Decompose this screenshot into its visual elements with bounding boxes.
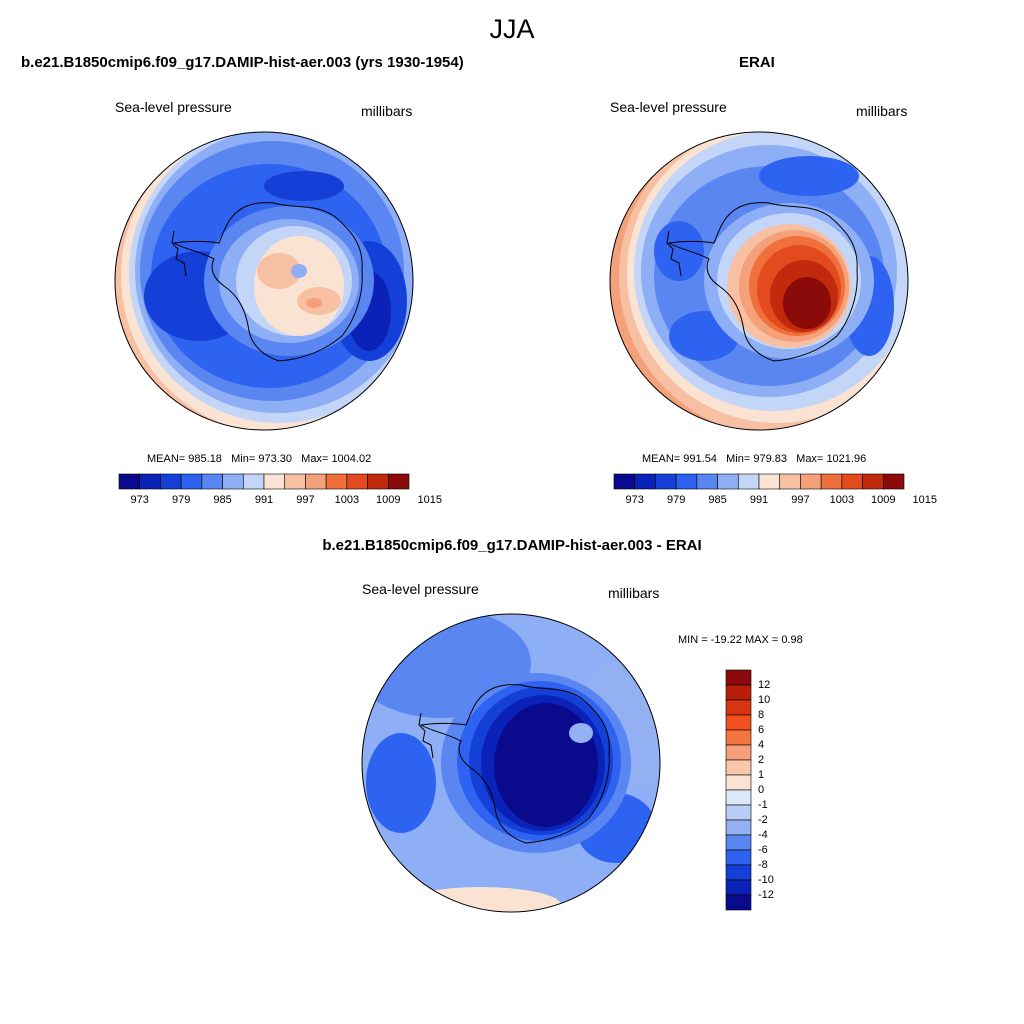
colorbar-swatch (725, 744, 752, 761)
colorbar-tick-label: 1009 (376, 494, 401, 506)
colorbar-swatch (387, 473, 410, 490)
colorbar-tick-label: 10 (758, 694, 771, 706)
colorbar-tick-label: 8 (758, 709, 765, 721)
panel3-stats: MIN = -19.22 MAX = 0.98 (678, 634, 803, 646)
panel2-units-label: millibars (856, 103, 908, 119)
colorbar-swatch (862, 473, 884, 490)
colorbar-tick-label: -2 (758, 814, 768, 826)
colorbar-tick-label: -8 (758, 859, 768, 871)
colorbar-swatch (696, 473, 718, 490)
colorbar-tick-label: 4 (758, 739, 765, 751)
panel3-coastline (419, 684, 610, 844)
panel3-units-label: millibars (608, 585, 660, 601)
colorbar-swatch (346, 473, 368, 490)
colorbar-swatch (367, 473, 389, 490)
colorbar-swatch (725, 879, 752, 896)
colorbar-swatch (222, 473, 244, 490)
colorbar-swatch (201, 473, 223, 490)
colorbar-tick-label: 973 (130, 494, 149, 506)
panel1-title: b.e21.B1850cmip6.f09_g17.DAMIP-hist-aer.… (21, 54, 464, 71)
colorbar-tick-label: 1003 (829, 494, 855, 506)
colorbar-swatch (779, 473, 801, 490)
colorbar-tick-label: 997 (296, 494, 315, 506)
colorbar-tick-label: 12 (758, 679, 771, 691)
colorbar-tick-label: 6 (758, 724, 765, 736)
panel3-title: b.e21.B1850cmip6.f09_g17.DAMIP-hist-aer.… (322, 537, 702, 554)
colorbar-tick-label: 0 (758, 784, 765, 796)
colorbar-swatch (325, 473, 348, 490)
panel1-map (114, 131, 414, 431)
colorbar-tick-label: 985 (708, 494, 727, 506)
colorbar-tick-label: 1009 (871, 494, 896, 506)
colorbar-swatch (737, 473, 760, 490)
colorbar-swatch (725, 714, 752, 731)
colorbar-tick-label: -6 (758, 844, 768, 856)
panel1-variable-label: Sea-level pressure (115, 99, 232, 115)
colorbar-swatch (725, 774, 752, 791)
colorbar-swatch (242, 473, 265, 490)
colorbar-tick-label: 985 (213, 494, 232, 506)
colorbar-swatch (675, 473, 698, 490)
colorbar-swatch (284, 473, 306, 490)
colorbar-swatch (725, 834, 752, 851)
colorbar-tick-label: 2 (758, 754, 765, 766)
colorbar-swatch (725, 819, 752, 836)
colorbar-swatch (717, 473, 739, 490)
colorbar-swatch (118, 473, 141, 490)
colorbar-swatch (655, 473, 677, 490)
colorbar-swatch (160, 473, 182, 490)
colorbar-tick-label: 979 (666, 494, 686, 506)
colorbar-swatch (725, 729, 752, 746)
colorbar-swatch (725, 894, 752, 911)
colorbar-tick-label: -1 (758, 799, 768, 811)
colorbar-swatch (725, 699, 752, 716)
colorbar-swatch (758, 473, 781, 490)
panel1-stats: MEAN= 985.18 Min= 973.30 Max= 1004.02 (147, 453, 372, 465)
colorbar-swatch (613, 473, 636, 490)
panel1-colorbar (118, 473, 410, 490)
colorbar-swatch (725, 759, 752, 776)
panel1-units-label: millibars (361, 103, 413, 119)
colorbar-swatch (725, 669, 752, 686)
colorbar-tick-label: -10 (758, 874, 774, 886)
colorbar-tick-label: 973 (625, 494, 644, 506)
colorbar-tick-label: 991 (254, 494, 274, 506)
colorbar-swatch (882, 473, 905, 490)
colorbar-swatch (725, 804, 752, 821)
panel2-colorbar (613, 473, 905, 490)
colorbar-swatch (841, 473, 863, 490)
colorbar-swatch (725, 789, 752, 806)
panel2-variable-label: Sea-level pressure (610, 99, 727, 115)
panel2-stats: MEAN= 991.54 Min= 979.83 Max= 1021.96 (642, 453, 867, 465)
colorbar-swatch (725, 684, 752, 701)
colorbar-tick-label: 1 (758, 769, 765, 781)
figure-title: JJA (489, 14, 535, 44)
panel3-variable-label: Sea-level pressure (362, 581, 479, 597)
colorbar-swatch (725, 849, 752, 866)
colorbar-swatch (800, 473, 822, 490)
colorbar-tick-label: -4 (758, 829, 768, 841)
panel2-coastline (667, 202, 858, 362)
panel1-coastline (172, 202, 363, 362)
colorbar-swatch (139, 473, 161, 490)
colorbar-tick-label: 997 (791, 494, 810, 506)
panel2-title: ERAI (739, 54, 775, 71)
panel3-map (361, 613, 661, 913)
colorbar-swatch (305, 473, 327, 490)
panel3-colorbar (725, 669, 752, 911)
colorbar-swatch (634, 473, 656, 490)
colorbar-swatch (725, 864, 752, 881)
colorbar-tick-label: 1015 (417, 494, 442, 506)
colorbar-tick-label: 991 (749, 494, 769, 506)
colorbar-tick-label: -12 (758, 889, 774, 901)
colorbar-tick-label: 979 (171, 494, 191, 506)
colorbar-swatch (263, 473, 286, 490)
colorbar-tick-label: 1015 (912, 494, 937, 506)
colorbar-tick-label: 1003 (334, 494, 360, 506)
colorbar-swatch (180, 473, 203, 490)
panel2-map (609, 131, 909, 431)
colorbar-swatch (820, 473, 843, 490)
